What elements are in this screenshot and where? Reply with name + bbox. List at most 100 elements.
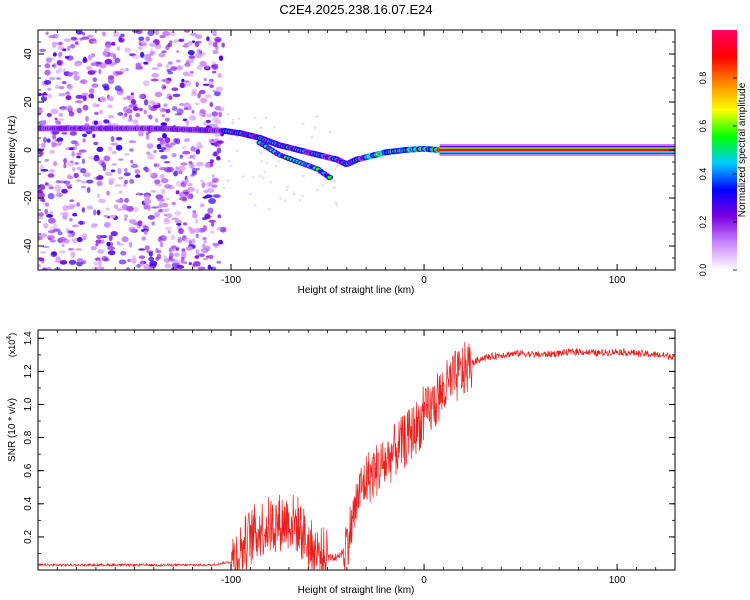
snr-series-line (38, 341, 675, 570)
noise-speck (124, 214, 129, 219)
noise-speck (184, 179, 188, 185)
noise-speck (196, 161, 204, 167)
colorbar-gradient (712, 30, 737, 270)
noise-speck (63, 163, 67, 169)
y-tick-label: 40 (23, 48, 34, 60)
noise-speck (164, 208, 170, 212)
noise-speck (301, 194, 304, 197)
noise-speck (248, 192, 252, 196)
noise-speck (130, 163, 139, 169)
noise-speck (143, 198, 151, 205)
noise-speck (199, 108, 206, 114)
noise-speck (59, 107, 68, 111)
noise-speck (130, 103, 138, 107)
noise-speck (241, 175, 245, 178)
noise-speck (80, 168, 87, 174)
noise-speck (138, 93, 145, 99)
noise-speck (140, 51, 145, 58)
noise-speck (66, 84, 72, 89)
noise-speck (197, 266, 206, 270)
noise-speck (154, 179, 161, 185)
noise-speck (235, 149, 239, 152)
noise-speck (125, 105, 132, 110)
noise-speck (222, 186, 226, 189)
noise-speck (172, 259, 179, 264)
noise-speck (161, 178, 169, 184)
noise-speck (215, 86, 224, 93)
noise-speck (163, 161, 171, 164)
noise-speck (173, 138, 178, 143)
noise-speck (197, 92, 201, 99)
noise-speck (189, 70, 194, 74)
noise-speck (58, 118, 65, 121)
noise-speck (75, 248, 83, 251)
noise-speck (207, 207, 214, 214)
y-tick-label: 1.2 (23, 364, 34, 378)
noise-speck (111, 150, 117, 154)
colorbar-tick-label: 0.0 (698, 264, 708, 277)
noise-speck (212, 49, 219, 55)
noise-speck (107, 104, 113, 109)
colorbar: 0.0 0.2 0.4 0.6 0.8 Normalized spectral ampl… (698, 30, 748, 276)
noise-speck (93, 141, 99, 146)
noise-speck (267, 208, 271, 211)
noise-speck (56, 77, 61, 80)
noise-speck (94, 111, 99, 116)
noise-speck (76, 155, 81, 159)
noise-speck (188, 55, 196, 60)
noise-speck (128, 241, 133, 248)
noise-speck (133, 106, 139, 111)
noise-speck (229, 137, 233, 140)
noise-speck (263, 170, 267, 173)
noise-speck (143, 80, 150, 87)
noise-speck (82, 95, 87, 102)
noise-speck (138, 107, 144, 112)
noise-speck (118, 158, 124, 161)
noise-speck (315, 189, 319, 192)
noise-speck (152, 104, 161, 109)
noise-speck (154, 163, 160, 168)
noise-speck (170, 267, 178, 270)
noise-speck (40, 169, 49, 172)
noise-speck (177, 237, 183, 244)
noise-speck (188, 105, 192, 111)
noise-speck (128, 95, 135, 100)
noise-speck (146, 250, 154, 254)
noise-speck (58, 51, 63, 57)
noise-speck (118, 190, 123, 194)
noise-speck (101, 239, 105, 245)
noise-speck (171, 153, 177, 158)
noise-speck (90, 70, 97, 73)
noise-speck (159, 201, 164, 205)
noise-speck (143, 99, 149, 106)
noise-speck (97, 249, 105, 254)
y-tick-label: -40 (23, 238, 34, 253)
noise-speck (155, 247, 159, 253)
noise-speck (124, 197, 129, 203)
noise-speck (111, 163, 118, 166)
noise-speck (218, 239, 223, 245)
noise-speck (210, 221, 215, 227)
noise-speck (81, 233, 88, 239)
noise-speck (42, 245, 50, 249)
noise-speck (52, 134, 57, 140)
noise-speck (154, 117, 159, 123)
noise-speck (138, 130, 144, 137)
noise-speck (131, 30, 140, 33)
noise-speck (156, 62, 163, 68)
noise-speck (202, 196, 209, 199)
noise-speck (261, 176, 265, 179)
noise-speck (44, 203, 50, 207)
noise-speck (205, 94, 212, 99)
noise-speck (99, 62, 107, 69)
noise-speck (102, 50, 109, 57)
noise-speck (70, 251, 76, 258)
noise-speck (64, 55, 70, 59)
noise-speck (93, 209, 97, 216)
noise-speck (76, 107, 83, 114)
noise-speck (160, 122, 168, 127)
noise-speck (154, 211, 160, 218)
noise-speck (68, 233, 72, 238)
noise-speck (116, 136, 123, 141)
